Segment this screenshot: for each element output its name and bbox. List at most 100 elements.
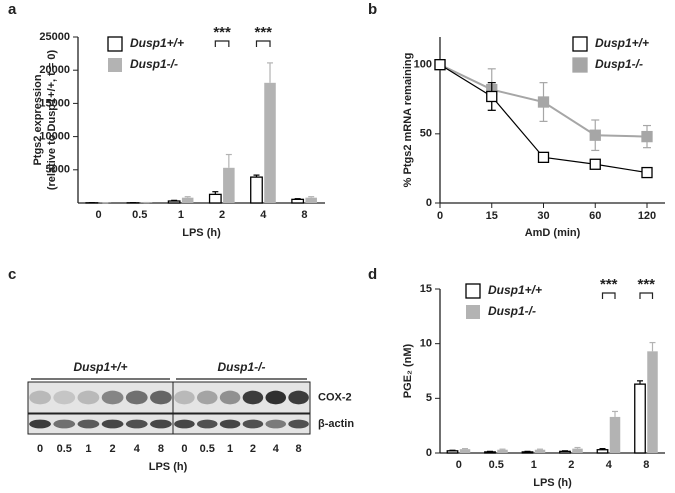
blot-band [150,390,172,405]
bar [534,449,546,453]
x-axis-label: LPS (h) [533,477,572,489]
x-axis-label: LPS (h) [149,461,188,473]
y-tick-label: 10000 [39,131,70,143]
significance-label: *** [637,276,655,293]
significance-label: *** [254,24,272,41]
significance-label: *** [600,276,618,293]
significance-label: *** [213,24,231,41]
lane-label: 8 [296,443,302,455]
blot-band [174,419,195,429]
lane-label: 0 [181,443,187,455]
lane-label: 4 [134,443,141,455]
blot-band [77,419,100,429]
blot-band [219,419,241,429]
group-label: Dusp1+/+ [73,360,127,374]
blot-band [53,419,76,429]
legend-label: Dusp1-/- [488,304,536,318]
bar [647,351,658,453]
bar [521,451,534,454]
x-tick-label: 0 [96,209,102,221]
y-axis-label: Ptgs2 expression [32,74,44,165]
lane-label: 1 [85,443,91,455]
x-tick-label: 8 [643,459,649,471]
bar [484,451,496,454]
bar [305,197,317,203]
legend-swatch [465,283,481,299]
band-label: COX-2 [318,391,352,403]
blot-band [53,390,76,405]
lane-label: 2 [250,443,256,455]
legend-swatch [108,58,122,72]
blot-band [174,390,195,405]
blot-band [125,419,148,429]
lane-label: 0.5 [200,443,215,455]
significance-bracket [255,40,271,47]
blot-band [150,419,172,429]
panel-letter: b [368,1,377,18]
blot-band [265,390,287,405]
bar [167,200,181,204]
blot-band [29,419,51,429]
y-tick-label: 25000 [39,31,70,43]
marker [537,151,550,164]
blot-band [101,419,124,429]
panel-letter: d [368,266,377,283]
y-tick-label: 5 [426,392,432,404]
blot-band [219,390,241,405]
bar [223,167,235,203]
bar [446,450,459,454]
y-tick-label: 15 [420,283,432,295]
marker [589,158,601,170]
blot-band [196,419,218,429]
bar [559,450,571,454]
x-tick-label: 15 [486,210,498,222]
bar [459,449,471,453]
x-axis-label: AmD (min) [525,227,581,239]
band-label: β-actin [318,418,354,430]
panel-letter: a [8,1,17,18]
blot-band [288,419,309,429]
y-tick-label: 20000 [39,64,70,76]
marker [641,130,653,143]
marker [641,166,653,179]
x-tick-label: 0 [437,210,443,222]
y-axis-label: (relative to Dusp1+/+, t = 0) [46,50,58,191]
bar [497,449,508,453]
lane-label: 2 [110,443,116,455]
panel-letter: c [8,266,16,283]
y-tick-label: 10 [420,338,432,350]
x-tick-label: 2 [568,459,574,471]
blot-band [265,419,287,429]
bar [609,416,621,453]
y-tick-label: 0 [426,447,432,459]
x-tick-label: 1 [531,459,537,471]
bar [572,448,583,453]
legend-label: Dusp1-/- [595,57,643,71]
blot-band [242,419,264,429]
x-tick-label: 30 [537,210,549,222]
marker [589,129,601,141]
significance-bracket [639,292,654,299]
blot-band [288,390,309,405]
lane-label: 1 [227,443,233,455]
legend-swatch [572,36,588,52]
group-label: Dusp1-/- [218,360,266,374]
x-tick-label: 60 [589,210,601,222]
legend-label: Dusp1-/- [130,57,178,71]
bar [208,193,222,204]
legend-swatch [572,57,588,73]
lane-label: 8 [158,443,164,455]
blot-band [29,390,51,405]
x-tick-label: 2 [219,209,225,221]
bar [264,82,276,203]
legend-label: Dusp1+/+ [488,283,542,297]
y-tick-label: 50 [420,128,432,140]
y-axis-label: % Ptgs2 mRNA remaining [402,53,414,188]
marker [537,96,550,108]
y-tick-label: 15000 [39,97,70,109]
legend-swatch [466,305,480,319]
legend-label: Dusp1+/+ [595,36,649,50]
lane-label: 0 [37,443,43,455]
y-tick-label: 5000 [46,164,70,176]
blot-band [242,390,264,405]
